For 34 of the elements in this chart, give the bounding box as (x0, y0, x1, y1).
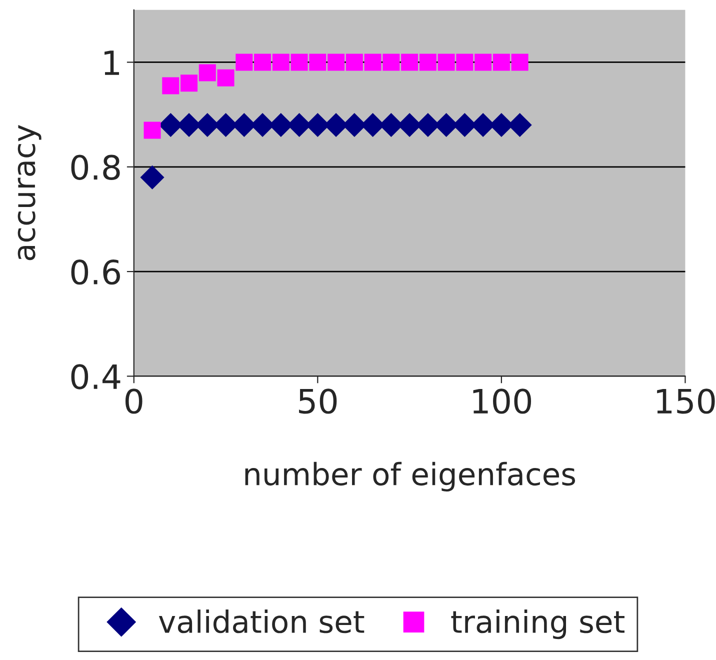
x-tick-label: 150 (657, 388, 715, 414)
point (272, 54, 290, 71)
x-tick-label: 100 (473, 388, 532, 414)
point (309, 54, 326, 71)
point (236, 54, 253, 71)
point (456, 54, 474, 71)
legend-label: validation set (158, 610, 364, 634)
point (140, 165, 164, 190)
y-tick-label: 1 (104, 50, 120, 75)
point (492, 54, 510, 71)
point (217, 69, 234, 86)
point (346, 54, 363, 71)
point (474, 54, 492, 71)
x-tick-label: 0 (125, 388, 142, 414)
point (162, 77, 180, 94)
point (290, 54, 308, 71)
point (364, 54, 382, 71)
y-axis-title: accuracy (18, 125, 42, 260)
point (511, 54, 528, 71)
legend-label: training set (451, 610, 624, 640)
point (438, 54, 455, 71)
point (198, 64, 216, 82)
x-tick-label: 50 (299, 388, 337, 414)
point (328, 54, 345, 71)
x-axis-title: number of eigenfaces (245, 462, 576, 492)
point (419, 54, 436, 71)
point (382, 54, 400, 71)
point (144, 122, 161, 139)
point (180, 74, 198, 92)
point (254, 54, 272, 71)
point (401, 54, 418, 71)
y-tick-label: 0.4 (71, 364, 120, 390)
y-tick-label: 0.8 (71, 154, 120, 180)
y-tick-label: 0.6 (71, 259, 120, 285)
